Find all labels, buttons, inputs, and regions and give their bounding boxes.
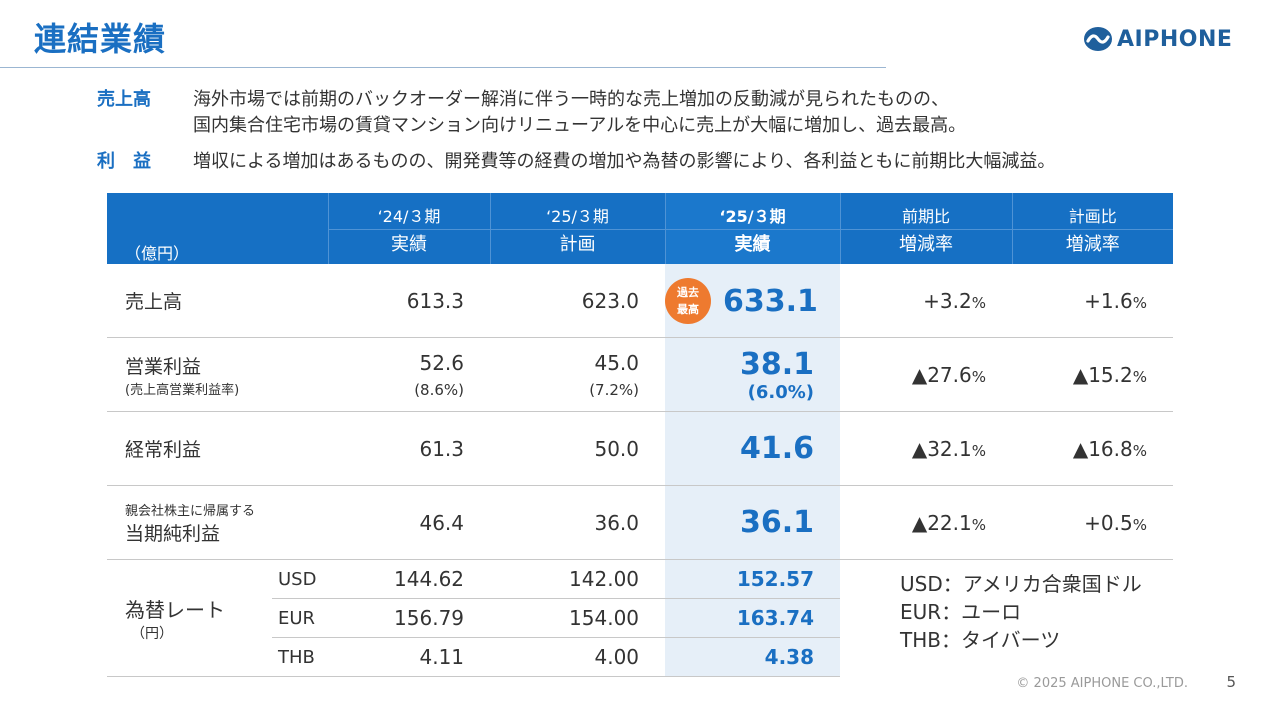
table-row-fx-thb: THB 4.11 4.00 4.38 xyxy=(107,637,1173,677)
cell-prev: 613.3 xyxy=(328,264,491,338)
cell-actual: 163.74 xyxy=(665,598,841,638)
col-header-plan-period: ‘25/３期 xyxy=(489,193,666,230)
fx-label: 為替レート （円） xyxy=(107,559,272,677)
logo-text: AIPHONE xyxy=(1117,26,1233,52)
currency-code: THB xyxy=(272,637,329,677)
cell-prev: 46.4 xyxy=(328,485,491,560)
col-header-plan-sub: 計画 xyxy=(489,229,666,264)
summary-text-profit: 増収による増加はあるものの、開発費等の経費の増加や為替の影響により、各利益ともに… xyxy=(193,149,1055,175)
margin-note: (8.6%) xyxy=(414,380,465,399)
title-divider xyxy=(0,67,886,68)
col-header-actual-sub: 実績 xyxy=(664,229,841,264)
cell-actual: 152.57 xyxy=(665,559,841,599)
cell-vs-plan: +0.5% xyxy=(1012,485,1174,560)
actual-value: 633.1 xyxy=(723,283,818,319)
page-number: 5 xyxy=(1226,673,1236,691)
summary-line: 海外市場では前期のバックオーダー解消に伴う一時的な売上増加の反動減が見られたもの… xyxy=(193,89,949,110)
table-row-sales: 売上高 613.3 623.0 過去 最高 633.1 +3.2% +1.6% xyxy=(107,264,1174,338)
table-row-fx-usd: 為替レート （円） USD 144.62 142.00 152.57 USD：ア… xyxy=(107,559,1173,677)
table-row-net-income: 親会社株主に帰属する 当期純利益 46.4 36.0 36.1 ▲22.1% +… xyxy=(107,485,1174,560)
table-row-ordinary-profit: 経常利益 61.3 50.0 41.6 ▲32.1% ▲16.8% xyxy=(107,411,1174,486)
col-header-yoy-sub: 増減率 xyxy=(839,229,1013,264)
cell-plan: 142.00 xyxy=(490,559,666,599)
row-label: 経常利益 xyxy=(107,411,329,486)
summary-text-sales: 海外市場では前期のバックオーダー解消に伴う一時的な売上増加の反動減が見られたもの… xyxy=(193,87,966,139)
table-row-fx-eur: EUR 156.79 154.00 163.74 xyxy=(107,598,1173,638)
row-label-note: (売上高営業利益率) xyxy=(125,382,240,398)
copyright: © 2025 AIPHONE CO.,LTD. xyxy=(1016,676,1188,691)
col-header-yoy-period: 前期比 xyxy=(839,193,1013,230)
cell-yoy: ▲22.1% xyxy=(840,485,1013,560)
margin-note: (6.0%) xyxy=(747,381,815,403)
aiphone-logo-icon xyxy=(1084,27,1112,51)
currency-code: USD xyxy=(272,559,329,599)
cell-prev: 156.79 xyxy=(328,598,491,638)
cell-plan: 623.0 xyxy=(490,264,666,338)
legend-item: USD：アメリカ合衆国ドル xyxy=(900,572,1142,596)
cell-plan: 50.0 xyxy=(490,411,666,486)
cell-yoy: ▲32.1% xyxy=(840,411,1013,486)
cell-vs-plan: +1.6% xyxy=(1012,264,1174,338)
summary-line: 増収による増加はあるものの、開発費等の経費の増加や為替の影響により、各利益ともに… xyxy=(193,151,1056,172)
cell-plan: 36.0 xyxy=(490,485,666,560)
col-header-vsplan-period: 計画比 xyxy=(1011,193,1174,230)
row-label: 親会社株主に帰属する 当期純利益 xyxy=(107,485,329,560)
summary-line: 国内集合住宅市場の賃貸マンション向けリニューアルを中心に売上が大幅に増加し、過去… xyxy=(193,115,967,136)
cell-prev: 144.62 xyxy=(328,559,491,599)
cell-yoy: +3.2% xyxy=(840,264,1013,338)
summary-label-sales: 売上高 xyxy=(97,89,151,110)
fx-unit: （円） xyxy=(131,625,173,642)
company-logo: AIPHONE xyxy=(1083,26,1232,52)
cell-plan: 45.0 (7.2%) xyxy=(490,337,666,412)
legend-item: EUR：ユーロ xyxy=(900,600,1022,624)
cell-plan: 154.00 xyxy=(490,598,666,638)
cell-prev: 4.11 xyxy=(328,637,491,677)
col-header-prev-sub: 実績 xyxy=(327,229,491,264)
summary-label-profit: 利 益 xyxy=(97,151,151,172)
cell-actual: 4.38 xyxy=(665,637,841,677)
col-header-vsplan-sub: 増減率 xyxy=(1011,229,1174,264)
cell-yoy: ▲27.6% xyxy=(840,337,1013,412)
record-high-badge: 過去 最高 xyxy=(665,278,712,324)
col-header-prev-period: ‘24/３期 xyxy=(327,193,491,230)
cell-actual: 41.6 xyxy=(665,411,841,486)
legend-item: THB：タイバーツ xyxy=(900,628,1061,652)
cell-vs-plan: ▲15.2% xyxy=(1012,337,1174,412)
results-table: （億円） ‘24/３期 ‘25/３期 ‘25/３期 前期比 計画比 実績 計画 … xyxy=(107,193,1174,677)
page-title: 連結業績 xyxy=(34,20,167,58)
cell-actual: 過去 最高 633.1 xyxy=(665,264,841,338)
cell-prev: 52.6 (8.6%) xyxy=(328,337,491,412)
cell-plan: 4.00 xyxy=(490,637,666,677)
table-row-operating-profit: 営業利益 (売上高営業利益率) 52.6 (8.6%) 45.0 (7.2%) … xyxy=(107,337,1174,412)
cell-prev: 61.3 xyxy=(328,411,491,486)
currency-code: EUR xyxy=(272,598,329,638)
col-header-actual-period: ‘25/３期 xyxy=(664,193,841,230)
row-label-note: 親会社株主に帰属する xyxy=(125,503,256,519)
cell-actual: 36.1 xyxy=(665,485,841,560)
cell-vs-plan: ▲16.8% xyxy=(1012,411,1174,486)
currency-legend: USD：アメリカ合衆国ドル EUR：ユーロ THB：タイバーツ xyxy=(840,560,1173,677)
unit-label: （億円） xyxy=(107,193,329,264)
margin-note: (7.2%) xyxy=(589,380,640,399)
cell-actual: 38.1 (6.0%) xyxy=(665,337,841,412)
row-label: 営業利益 (売上高営業利益率) xyxy=(107,337,329,412)
row-label: 売上高 xyxy=(107,264,329,338)
